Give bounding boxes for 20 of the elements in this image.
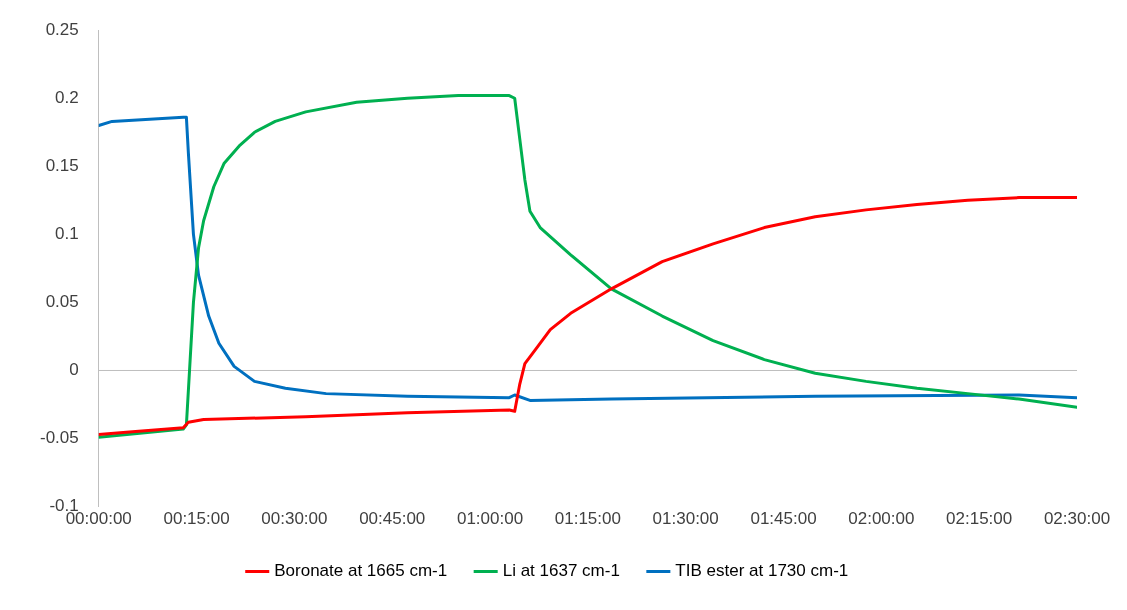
x-tick-label: 01:15:00 <box>554 509 621 529</box>
x-tick-label: 00:45:00 <box>359 509 426 529</box>
x-tick-label: 00:15:00 <box>163 509 230 529</box>
x-tick-label: 01:00:00 <box>456 509 524 529</box>
x-tick-label: 01:30:00 <box>652 509 719 529</box>
y-tick-label: 0.15 <box>45 156 79 175</box>
y-tick-label: 0.25 <box>45 19 79 39</box>
x-tick-label: 02:15:00 <box>946 509 1013 529</box>
y-tick-label: 0.2 <box>55 87 79 107</box>
legend-label: Boronate at 1665 cm-1 <box>274 561 448 581</box>
y-tick-label: 0.1 <box>55 224 79 244</box>
legend-label: Li at 1637 cm-1 <box>502 561 620 581</box>
y-tick-label: 0.05 <box>45 292 79 312</box>
x-tick-label: 02:30:00 <box>1043 509 1111 529</box>
y-tick-label: -0.05 <box>40 428 79 448</box>
x-tick-label: 00:30:00 <box>261 509 328 529</box>
legend-label: TIB ester at 1730 cm-1 <box>675 561 849 581</box>
x-tick-label: 02:00:00 <box>848 509 915 529</box>
x-tick-label: 01:45:00 <box>750 509 817 529</box>
y-tick-label: 0 <box>69 360 79 380</box>
